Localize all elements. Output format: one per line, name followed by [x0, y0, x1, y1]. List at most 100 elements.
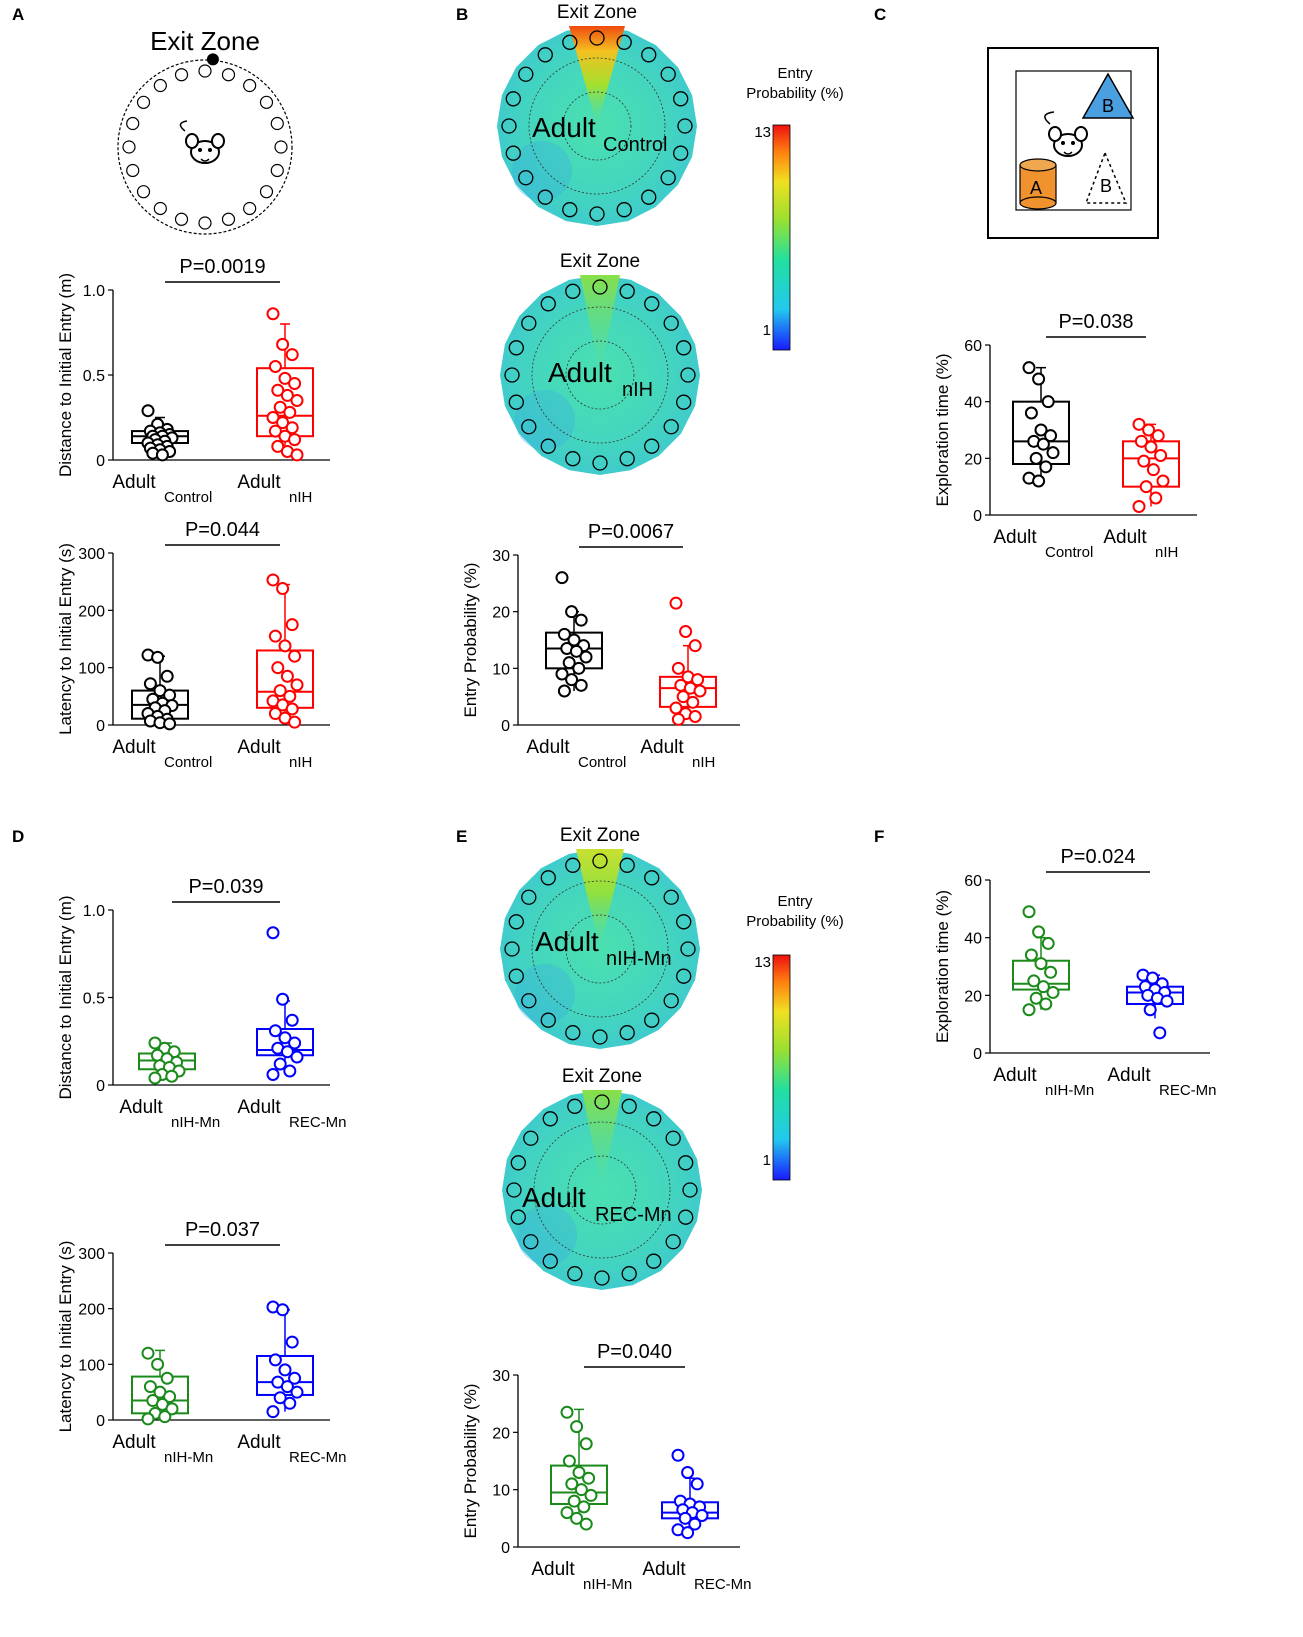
- data-point: [143, 677, 157, 691]
- maze-arena: [117, 59, 293, 235]
- data-point: [570, 1511, 584, 1525]
- y-tick-label: 0: [973, 508, 982, 525]
- heatmap-e2: Exit Zone Adult REC-Mn: [502, 1066, 702, 1290]
- group-nih: Adult nIH: [237, 573, 314, 771]
- data-point: [582, 1471, 596, 1485]
- data-point: [266, 926, 280, 940]
- x-tick-label-main: Adult: [642, 1559, 686, 1580]
- heatmap-ring: [567, 1155, 637, 1225]
- colorbars: Entry Probability (%) 13 1 Entry Probability …: [746, 65, 844, 1181]
- data-point: [671, 712, 685, 726]
- heatmap-hole: [616, 34, 632, 50]
- x-tick-label-sub: Control: [578, 754, 626, 771]
- y-tick-label: 0: [96, 453, 105, 470]
- data-point: [1149, 491, 1163, 505]
- data-point: [1044, 429, 1058, 443]
- y-tick-label: 1.0: [83, 903, 105, 920]
- y-axis-label: Latency to Initial Entry (s): [56, 1241, 75, 1433]
- y-tick-label: 60: [964, 873, 982, 890]
- y-tick-label: 300: [78, 546, 105, 563]
- heatmap-hole: [508, 968, 524, 984]
- heatmap-hole: [540, 438, 556, 454]
- heatmap-hole: [676, 340, 692, 356]
- data-point: [160, 1371, 174, 1385]
- heatmap-hole: [619, 1025, 635, 1041]
- data-point: [1146, 463, 1160, 477]
- panel-letter-f: F: [874, 827, 884, 846]
- colorbar-2: Entry Probability (%) 13 1: [746, 893, 844, 1181]
- data-point: [280, 388, 294, 402]
- maze-hole: [153, 78, 167, 93]
- object-schematic: B A B: [987, 47, 1159, 239]
- data-point: [278, 1031, 292, 1045]
- data-point: [572, 1465, 586, 1479]
- object-b-triangle: [1081, 72, 1135, 119]
- heatmap-hole: [521, 993, 537, 1009]
- heatmap-hole: [676, 914, 692, 930]
- data-point: [690, 1477, 704, 1491]
- x-tick-label-main: Adult: [112, 737, 156, 758]
- data-point: [1036, 437, 1050, 451]
- heatmap-hole: [565, 857, 581, 873]
- data-point: [1032, 474, 1046, 488]
- data-point: [283, 1396, 297, 1410]
- y-tick-label: 20: [964, 988, 982, 1005]
- heatmap-hole: [673, 91, 689, 107]
- heatmap-hole: [510, 1155, 526, 1171]
- data-point: [676, 690, 690, 704]
- data-point: [1154, 449, 1168, 462]
- heatmap-hole: [646, 1253, 662, 1269]
- x-tick-label-main: Adult: [237, 1432, 281, 1453]
- data-point: [283, 1064, 297, 1078]
- heatmap-hole: [540, 296, 556, 312]
- data-point: [560, 1506, 574, 1520]
- heatmap-hole: [501, 118, 517, 134]
- data-point: [1046, 446, 1060, 460]
- data-point: [565, 605, 579, 619]
- data-point: [280, 1045, 294, 1059]
- heatmap-hole: [537, 47, 553, 63]
- group-rec-mn: Adult REC-Mn: [237, 1300, 347, 1466]
- y-tick-label: 30: [492, 1368, 510, 1385]
- maze-hole: [221, 68, 236, 82]
- y-tick-label: 0: [96, 1413, 105, 1430]
- colorbar-max-label: 13: [754, 124, 771, 141]
- data-point: [276, 337, 290, 351]
- heatmap-hot-sector: [582, 1090, 622, 1190]
- group-nih-mn: Adult nIH-Mn: [119, 1036, 220, 1131]
- group-nih: Adult nIH: [1103, 417, 1180, 561]
- data-point: [1029, 991, 1043, 1005]
- data-point: [1132, 500, 1146, 513]
- p-value-label: P=0.024: [1060, 846, 1135, 868]
- group-rec-mn: Adult REC-Mn: [1107, 968, 1217, 1099]
- maze-hole: [221, 212, 236, 226]
- data-point: [1027, 974, 1041, 988]
- heatmap-hole: [565, 451, 581, 467]
- data-point: [574, 613, 588, 627]
- heatmap-hole: [592, 455, 608, 471]
- data-point: [276, 416, 290, 430]
- data-point: [288, 649, 302, 663]
- y-tick-label: 40: [964, 931, 982, 948]
- object-a-label: A: [1030, 178, 1042, 198]
- heatmap-hole: [616, 202, 632, 218]
- data-point: [1032, 372, 1046, 386]
- data-point: [290, 1050, 304, 1064]
- box-plot-d1: 0 0.5 1.0 Distance to Initial Entry (m) P=0.…: [56, 876, 347, 1131]
- group-control: Adult Control: [993, 361, 1093, 561]
- data-point: [1029, 451, 1043, 465]
- data-point: [555, 571, 569, 585]
- heatmap-hole: [677, 118, 693, 134]
- data-point: [276, 992, 290, 1006]
- data-point: [560, 1405, 574, 1419]
- data-point: [565, 1477, 579, 1491]
- heatmap-hole: [660, 66, 676, 82]
- data-point: [1160, 994, 1174, 1008]
- group-rec-mn: Adult REC-Mn: [642, 1448, 752, 1593]
- x-tick-label-sub: REC-Mn: [289, 1449, 347, 1466]
- x-tick-label-sub: Control: [164, 489, 212, 506]
- y-tick-label: 60: [964, 338, 982, 355]
- data-point: [1137, 454, 1151, 468]
- heatmap-hole: [665, 1130, 681, 1146]
